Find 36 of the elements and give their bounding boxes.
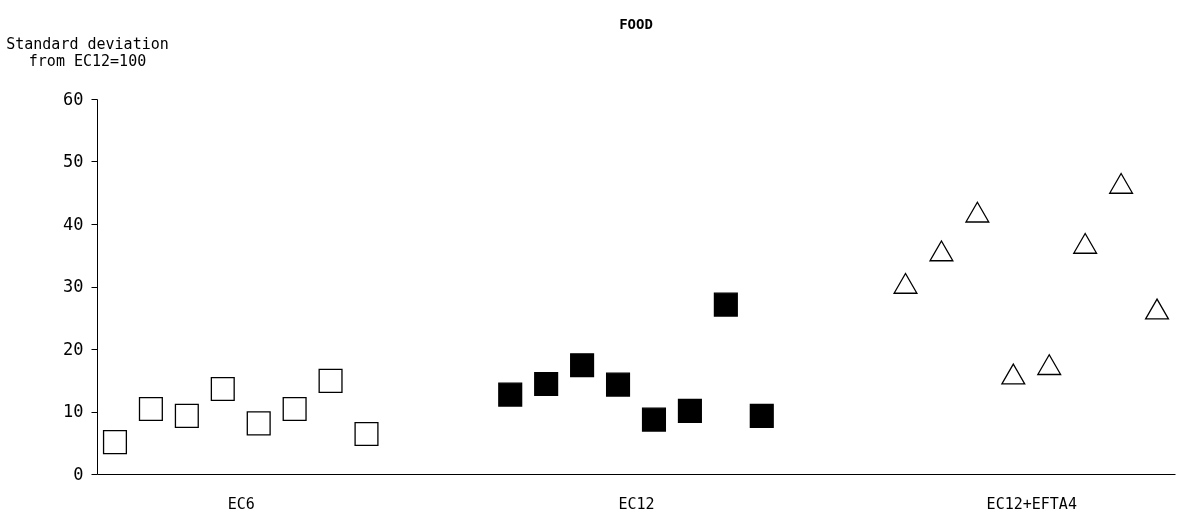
x-tick-label: EC6 bbox=[227, 494, 255, 513]
point bbox=[965, 201, 990, 223]
point bbox=[1144, 298, 1170, 320]
point bbox=[713, 292, 738, 317]
point bbox=[1109, 172, 1134, 194]
y-tick-label: 30 bbox=[63, 276, 84, 296]
point bbox=[1037, 354, 1062, 376]
point bbox=[210, 376, 235, 402]
point bbox=[605, 372, 631, 397]
y-tick-label: 0 bbox=[73, 463, 84, 484]
point bbox=[354, 421, 379, 447]
x-tick-label: EC12 bbox=[618, 494, 655, 513]
y-tick-label: 60 bbox=[63, 88, 84, 109]
x-tick-label: EC12+EFTA4 bbox=[986, 494, 1077, 513]
point bbox=[929, 240, 954, 262]
y-tick-label: 50 bbox=[63, 151, 84, 171]
y-axis-title: Standard deviation from EC12=100 bbox=[6, 34, 169, 70]
point bbox=[534, 371, 559, 397]
point bbox=[174, 403, 199, 428]
point bbox=[749, 403, 774, 428]
point bbox=[677, 398, 702, 423]
point bbox=[102, 430, 128, 455]
y-tick-label: 10 bbox=[63, 401, 84, 421]
point bbox=[318, 368, 343, 393]
chart-title: FOOD bbox=[619, 16, 653, 32]
y-tick-label: 40 bbox=[63, 213, 84, 234]
point bbox=[570, 353, 595, 378]
y-tick-label: 20 bbox=[63, 338, 84, 359]
point bbox=[282, 396, 307, 422]
point bbox=[893, 272, 918, 294]
point bbox=[1073, 232, 1098, 254]
point bbox=[498, 382, 523, 407]
point bbox=[641, 407, 667, 432]
point bbox=[246, 411, 271, 436]
point bbox=[138, 396, 163, 422]
point bbox=[1001, 363, 1026, 385]
